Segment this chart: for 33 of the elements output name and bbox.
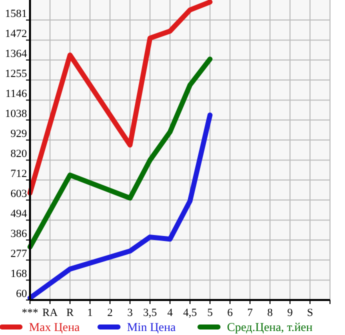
y-tick-label: 712 xyxy=(10,168,27,180)
x-tick-label: 3,5 xyxy=(143,307,158,319)
y-tick-label: 386 xyxy=(10,228,28,240)
x-tick-label: 6 xyxy=(227,307,234,319)
y-tick-label: 929 xyxy=(10,128,28,140)
y-tick-label: 1038 xyxy=(5,108,28,120)
x-tick-label: S xyxy=(306,307,314,319)
y-tick-label: 820 xyxy=(10,148,28,160)
legend-label: Сред.Цена, т.йен xyxy=(227,320,314,334)
y-tick-label: 60 xyxy=(16,288,28,300)
x-tick-label: RA xyxy=(42,307,58,319)
y-tick-label: 494 xyxy=(10,208,28,220)
x-tick-label: 4,5 xyxy=(183,307,198,319)
x-tick-label: 7 xyxy=(247,307,254,319)
x-tick-label: *** xyxy=(22,307,38,319)
x-tick-label: 1 xyxy=(87,307,93,319)
y-tick-label: 1581 xyxy=(5,8,27,20)
x-tick-label: R xyxy=(66,307,74,319)
y-tick-label: 1255 xyxy=(5,68,28,80)
y-tick-label: 1472 xyxy=(5,28,27,40)
x-tick-label: 5 xyxy=(207,307,214,319)
y-tick-label: 1364 xyxy=(5,48,28,60)
y-tick-label: 168 xyxy=(10,268,28,280)
y-tick-label: 603 xyxy=(10,188,28,200)
y-tick-label: 277 xyxy=(10,248,28,260)
x-tick-label: 8 xyxy=(267,307,274,319)
legend-label: Max Цена xyxy=(29,320,80,334)
x-tick-label: 3 xyxy=(127,307,134,319)
x-tick-label: 9 xyxy=(287,307,294,319)
y-tick-label: 1146 xyxy=(5,88,28,100)
x-tick-label: 4 xyxy=(167,307,174,319)
x-tick-label: 2 xyxy=(107,307,113,319)
legend-label: Min Цена xyxy=(127,320,176,334)
